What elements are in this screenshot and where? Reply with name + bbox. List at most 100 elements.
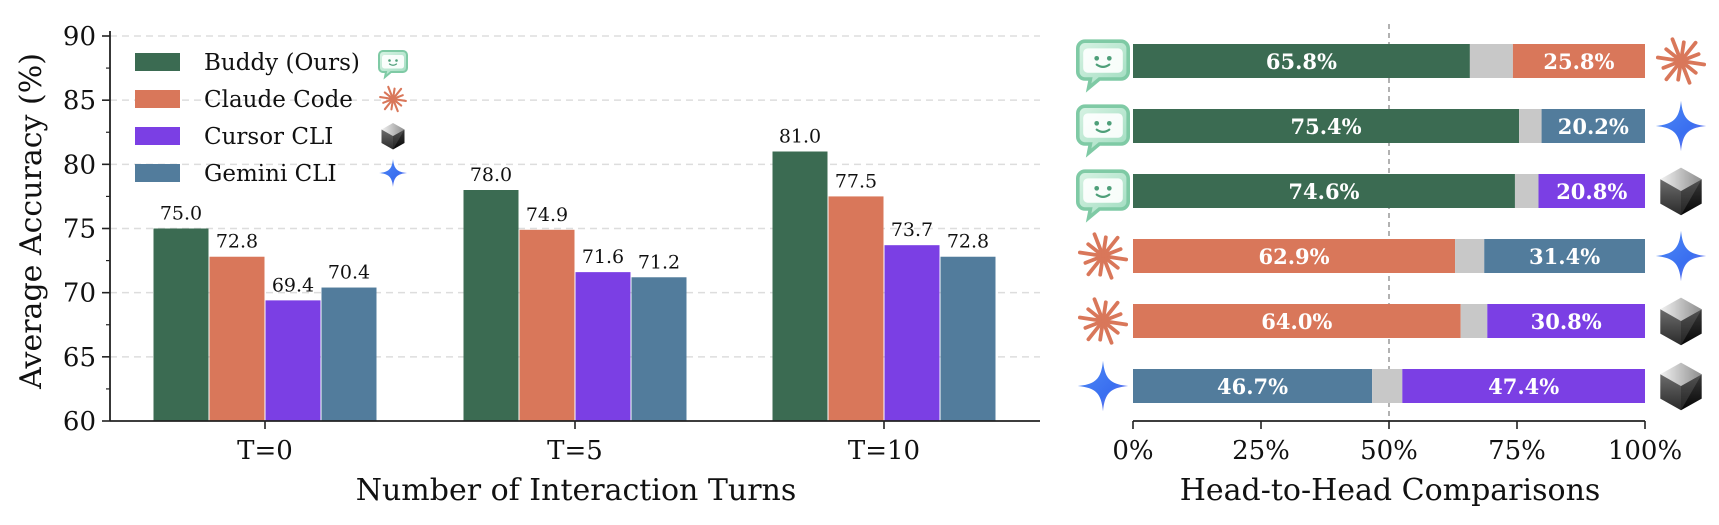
cube-right [393, 129, 405, 150]
buddy-eye [1106, 55, 1112, 61]
asterisk-ray [1101, 235, 1120, 258]
bar-value-label: 78.0 [470, 164, 512, 186]
gemini-sparkle-icon [1077, 360, 1129, 412]
bar-right-segment [1541, 109, 1645, 143]
bar-value-label: 73.7 [891, 219, 933, 241]
bar-left-label: 74.6% [1288, 179, 1359, 204]
y-tick-label: 85 [63, 86, 96, 116]
buddy-smile [1095, 63, 1111, 68]
buddy-eye [395, 59, 398, 62]
bar-left-segment [1133, 174, 1515, 208]
bar-value-label: 71.6 [582, 246, 624, 268]
sparkle-shape [379, 159, 407, 187]
asterisk-ray [1077, 250, 1105, 258]
asterisk-ray [1101, 247, 1123, 258]
bar-right-label: 47.4% [1488, 374, 1559, 399]
x-tick-label: 100% [1608, 436, 1682, 466]
cube-left [1660, 374, 1681, 411]
buddy-face [382, 55, 404, 69]
cube-right [1681, 374, 1702, 411]
asterisk-ray [1679, 59, 1707, 67]
bar [884, 245, 940, 421]
claude-asterisk-icon [1655, 37, 1707, 85]
bar-value-label: 72.8 [216, 231, 258, 253]
bar-left-segment [1133, 304, 1461, 338]
bar-left-segment [1133, 109, 1520, 143]
cube-left [1660, 309, 1681, 346]
bar [463, 190, 519, 421]
bar [321, 287, 377, 421]
bar-value-label: 74.9 [526, 204, 568, 226]
bar-tie-segment [1519, 109, 1542, 143]
claude-asterisk-icon [1077, 297, 1129, 345]
bar-value-label: 72.8 [947, 231, 989, 253]
buddy-eye [1106, 120, 1112, 126]
cube-shine [393, 129, 405, 150]
bar-right-segment [1538, 174, 1645, 208]
buddy-eye [1094, 55, 1100, 61]
cursor-cube-icon [1660, 362, 1702, 411]
sparkle-shape [1655, 230, 1707, 282]
bar-value-label: 70.4 [328, 262, 370, 284]
cursor-cube-icon [1660, 167, 1702, 216]
y-tick-label: 60 [63, 407, 96, 437]
bar-value-label: 75.0 [160, 203, 202, 225]
asterisk-ray [391, 94, 404, 101]
asterisk-ray [1679, 40, 1698, 63]
buddy-chat-icon [1075, 169, 1131, 223]
asterisk-ray [1086, 319, 1105, 342]
buddy-eye [388, 59, 391, 62]
bar-left-label: 64.0% [1261, 309, 1332, 334]
left-chart-xlabel: Number of Interaction Turns [356, 473, 797, 508]
asterisk-ray [1092, 232, 1105, 258]
asterisk-ray [391, 87, 403, 101]
bar-left-label: 46.7% [1217, 374, 1288, 399]
asterisk-ray [1101, 300, 1120, 323]
buddy-eye [1106, 185, 1112, 191]
bar-tie-segment [1455, 239, 1485, 273]
bar-left-label: 65.8% [1266, 49, 1337, 74]
y-tick-label: 70 [63, 279, 96, 309]
asterisk-ray [1101, 319, 1129, 327]
cube-top [1660, 167, 1702, 191]
asterisk-ray [1101, 254, 1129, 262]
cube-right [1681, 179, 1702, 216]
bar-right-segment [1487, 304, 1645, 338]
bar [940, 256, 996, 421]
asterisk-ray [1086, 254, 1105, 277]
bar [575, 272, 631, 421]
cube-top [1660, 362, 1702, 386]
bar-value-label: 77.5 [835, 170, 877, 192]
x-tick-label: 0% [1112, 436, 1153, 466]
sparkle-shape [1655, 100, 1707, 152]
buddy-face [1083, 178, 1123, 203]
bar-right-segment [1512, 44, 1645, 78]
bar-right-label: 20.8% [1556, 179, 1627, 204]
claude-asterisk-icon [379, 85, 407, 113]
gemini-sparkle-icon [1655, 100, 1707, 152]
legend-label: Cursor CLI [204, 124, 333, 150]
bar [772, 151, 828, 421]
bar [519, 229, 575, 421]
asterisk-ray [391, 97, 399, 113]
y-tick-label: 75 [63, 215, 96, 245]
bar-tie-segment [1372, 369, 1403, 403]
bar [209, 256, 265, 421]
asterisk-ray [1679, 52, 1701, 63]
bar [153, 228, 209, 421]
buddy-smile [388, 63, 398, 66]
y-tick-label: 90 [63, 22, 96, 52]
cube-right [1681, 309, 1702, 346]
bar [828, 196, 884, 421]
buddy-chat-icon [1075, 104, 1131, 158]
legend-swatch [135, 164, 180, 182]
legend-swatch [135, 53, 180, 71]
bar-tie-segment [1469, 44, 1513, 78]
legend-swatch [135, 90, 180, 108]
asterisk-ray [1101, 312, 1123, 323]
asterisk-ray [1077, 315, 1105, 323]
right-head-to-head-chart: 65.8% 25.8% 75.4% 20.2% 74.6% 20.8% 62.9% 31.4%… [1075, 24, 1707, 466]
gemini-sparkle-icon [1655, 230, 1707, 282]
